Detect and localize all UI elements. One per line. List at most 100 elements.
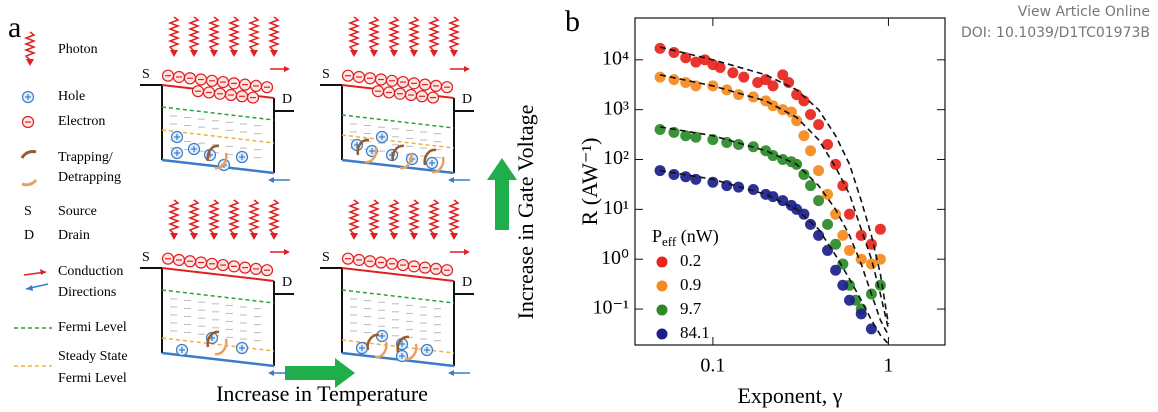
point [707, 134, 719, 146]
point [767, 80, 779, 92]
point [837, 279, 849, 291]
point [843, 244, 855, 256]
legend-text: Photon [58, 42, 98, 57]
arrow-head [284, 66, 290, 72]
doi: DOI: 10.1039/D1TC01973B [961, 25, 1150, 41]
fermi-level [341, 114, 455, 129]
y-tick-label: 10² [603, 147, 629, 169]
photon [347, 199, 361, 235]
point [733, 89, 745, 101]
point [785, 106, 797, 118]
legend-title-part: (nW) [676, 226, 718, 247]
point [733, 139, 745, 151]
photon [367, 199, 381, 235]
point [837, 229, 849, 241]
y-arrow-label: Increase in Gate Voltage [513, 105, 538, 320]
point [805, 145, 817, 157]
x-tick-label: 1 [883, 355, 893, 377]
photon [227, 199, 241, 235]
fit-line [659, 74, 890, 330]
arrow-head [40, 269, 46, 275]
legend-marker [656, 328, 668, 340]
point [874, 223, 886, 235]
y-tick-label: 10¹ [603, 197, 629, 219]
point [680, 52, 692, 64]
panel-label: a [8, 11, 21, 44]
photon [187, 199, 201, 235]
detrap-arrow [374, 341, 388, 359]
point [813, 229, 825, 241]
legend-text: Drain [58, 228, 90, 243]
arrow-head [464, 66, 470, 72]
photon-head [390, 50, 398, 57]
photon [247, 16, 261, 52]
legend-text: Fermi Level [58, 371, 127, 386]
detrap-arrow [214, 338, 228, 356]
photon [427, 16, 441, 52]
photon-head [430, 50, 438, 57]
legend-label: 9.7 [680, 299, 702, 318]
point [843, 208, 855, 220]
photon [407, 16, 421, 52]
arrow-head [268, 370, 274, 376]
point [767, 191, 779, 203]
fit-line [659, 126, 890, 336]
point [738, 71, 750, 83]
point [874, 279, 886, 291]
point [822, 139, 834, 151]
point [813, 195, 825, 207]
point [777, 104, 789, 116]
legend-label: 0.9 [680, 275, 701, 294]
detrap-arrow [399, 152, 413, 170]
x-arrow-label: Increase in Temperature [216, 381, 428, 406]
photon [167, 199, 181, 235]
point [727, 67, 739, 79]
trap-arrow [366, 333, 380, 351]
photon [447, 199, 461, 235]
point [668, 47, 680, 59]
arrow-head [448, 370, 454, 376]
device-source: S [322, 67, 330, 82]
point [822, 218, 834, 230]
legend-title-part: eff [662, 234, 677, 249]
photon-head [250, 50, 258, 57]
y-axis-label: R (AW⁻¹) [577, 138, 602, 226]
point [813, 165, 825, 177]
device-source: S [142, 250, 150, 265]
photon-head [430, 233, 438, 240]
point [822, 244, 834, 256]
y-tick-label: 10⁻¹ [592, 297, 629, 319]
photon-head [170, 233, 178, 240]
trap-icon [21, 178, 38, 187]
point [791, 115, 803, 127]
trap-arrow [206, 330, 220, 348]
arrow-head [448, 177, 454, 183]
point [680, 130, 692, 142]
point [843, 294, 855, 306]
point [654, 71, 666, 83]
photon [267, 16, 281, 52]
legend-label: 0.2 [680, 251, 701, 270]
legend-text: Fermi Level [58, 320, 127, 335]
steady-fermi [341, 134, 455, 149]
legend-text: Electron [58, 114, 105, 129]
photon [387, 16, 401, 52]
fit-line [659, 46, 890, 325]
photon-head [370, 50, 378, 57]
point [747, 184, 759, 196]
detrap-arrow [364, 146, 378, 164]
article-link[interactable]: View Article Online [1018, 4, 1150, 20]
legend-marker [656, 256, 668, 268]
photon-head [350, 233, 358, 240]
point [805, 180, 817, 192]
temperature-arrow [285, 358, 355, 388]
panel-label: b [565, 5, 580, 38]
steady-fermi [161, 337, 275, 352]
photon-head [190, 233, 198, 240]
y-tick-label: 10⁰ [601, 247, 629, 269]
legend-title: Peff (nW) [652, 226, 719, 249]
x-tick-label: 0.1 [700, 355, 725, 377]
photon [427, 199, 441, 235]
fermi-level [161, 289, 275, 304]
